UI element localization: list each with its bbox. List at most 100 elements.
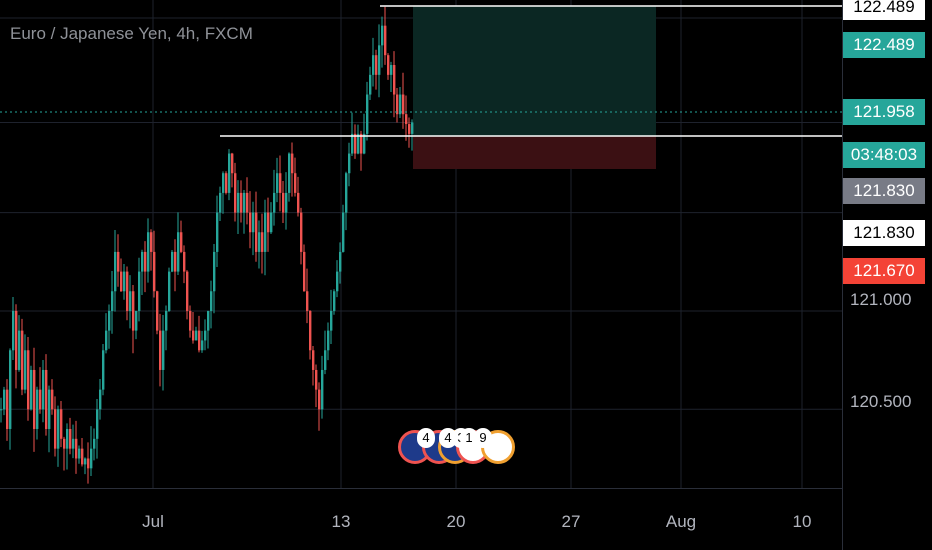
candle-body: [351, 133, 354, 154]
candle-body: [174, 251, 177, 272]
candle-body: [408, 124, 411, 134]
price-tag-entry-gray: 121.830: [843, 178, 925, 204]
price-tag-countdown: 03:48:03: [843, 142, 925, 168]
candle-body: [63, 438, 66, 449]
candle-body: [255, 212, 258, 252]
price-axis-divider: [842, 0, 843, 550]
candle-body: [189, 310, 192, 331]
candle-body: [132, 291, 135, 331]
candle-body: [237, 192, 240, 213]
candle-body: [342, 212, 345, 252]
candle-body: [399, 94, 402, 115]
candle-body: [258, 232, 261, 252]
x-tick-label: Aug: [665, 512, 697, 531]
candle-body: [192, 330, 195, 341]
candles: [0, 6, 414, 484]
candle-body: [327, 330, 330, 351]
candle-body: [93, 438, 96, 449]
candle-body: [252, 212, 255, 233]
candle-body: [9, 350, 12, 429]
candle-body: [384, 25, 387, 56]
candle-body: [201, 340, 204, 351]
candle-body: [222, 173, 225, 193]
candle-body: [306, 291, 309, 311]
time-axis-divider: [0, 488, 842, 489]
candle-body: [126, 271, 129, 311]
candle-body: [33, 369, 36, 429]
price-tag-current: 121.958: [843, 99, 925, 125]
candle-body: [30, 369, 33, 410]
candle-body: [75, 438, 78, 459]
candle-body: [168, 271, 171, 311]
candle-body: [135, 310, 138, 331]
candle-body: [324, 350, 327, 370]
candle-body: [99, 389, 102, 410]
candle-body: [48, 389, 51, 429]
candle-body: [378, 45, 381, 75]
x-tick-label: 10: [792, 512, 812, 531]
candle-body: [198, 330, 201, 351]
candle-body: [393, 65, 396, 95]
candle-body: [396, 94, 399, 115]
candle-body: [402, 94, 405, 115]
candle-body: [27, 350, 30, 410]
candle-body: [0, 409, 3, 411]
candle-body: [159, 330, 162, 370]
candle-body: [270, 212, 273, 233]
candle-body: [333, 291, 336, 311]
candle-body: [114, 251, 117, 292]
candle-body: [3, 389, 6, 410]
candle-body: [216, 212, 219, 252]
candle-body: [291, 153, 294, 174]
price-tag-stop: 121.670: [843, 258, 925, 284]
candle-body: [60, 409, 63, 439]
price-tag-take-profit: 122.489: [843, 32, 925, 58]
candle-body: [240, 192, 243, 213]
candle-body: [273, 192, 276, 213]
candle-body: [45, 369, 48, 429]
candle-body: [330, 310, 333, 331]
candle-body: [6, 389, 9, 429]
candle-body: [165, 310, 168, 331]
candle-body: [312, 350, 315, 370]
candle-body: [282, 192, 285, 213]
candle-body: [354, 133, 357, 154]
candle-body: [303, 251, 306, 292]
candle-body: [177, 232, 180, 272]
price-tag-top: 122.489: [843, 0, 925, 20]
candle-body: [144, 251, 147, 272]
candle-body: [186, 271, 189, 311]
stop-loss-zone: [413, 136, 656, 169]
candle-body: [36, 389, 39, 429]
candle-body: [294, 173, 297, 193]
candle-body: [96, 409, 99, 439]
candle-body: [51, 389, 54, 410]
candle-body: [21, 330, 24, 390]
candle-body: [66, 428, 69, 449]
candle-body: [372, 55, 375, 75]
candle-body: [390, 65, 393, 75]
candle-body: [153, 251, 156, 292]
candle-body: [285, 192, 288, 213]
candle-body: [156, 291, 159, 331]
candle-body: [309, 310, 312, 351]
candle-body: [117, 251, 120, 272]
candle-body: [180, 232, 183, 252]
candle-body: [339, 251, 342, 272]
candle-body: [369, 74, 372, 95]
event-count-badge: 4: [417, 428, 435, 448]
take-profit-zone: [413, 6, 656, 136]
candle-body: [138, 271, 141, 311]
x-tick-label: 27: [561, 512, 581, 531]
candle-body: [207, 310, 210, 331]
candle-body: [150, 232, 153, 252]
x-tick-label: 13: [331, 512, 351, 531]
candle-body: [171, 251, 174, 272]
candle-body: [141, 251, 144, 272]
price-tag-entry-white: 121.830: [843, 220, 925, 246]
candle-body: [357, 133, 360, 154]
candle-body: [243, 192, 246, 213]
y-tick-label: 120.500: [850, 392, 912, 411]
